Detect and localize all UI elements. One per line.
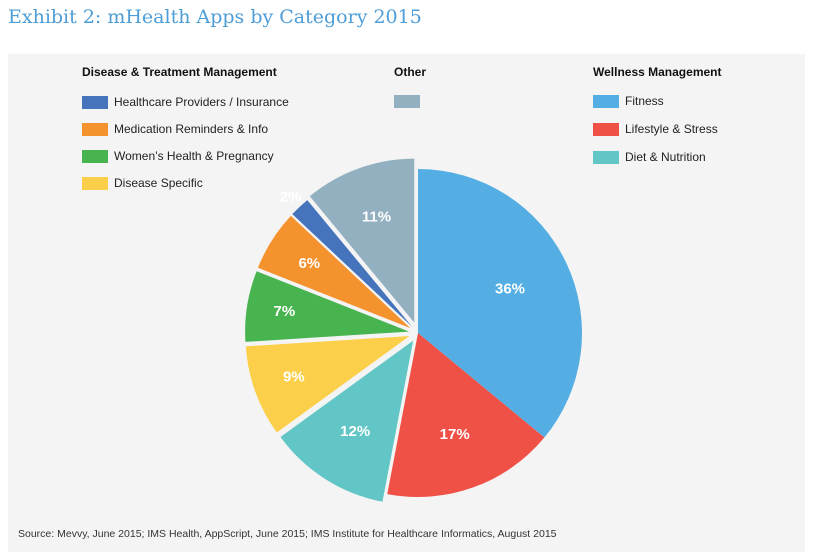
legend-label: Women’s Health & Pregnancy (114, 149, 274, 163)
chart-panel: Disease & Treatment Management Other Wel… (8, 54, 805, 552)
legend-label: Fitness (625, 94, 664, 108)
legend-swatch (593, 150, 619, 164)
legend-swatch (82, 176, 108, 190)
legend-item-fitness: Fitness (593, 94, 664, 108)
pie-slice-diet-nutrition (280, 340, 414, 502)
pie-label: 36% (495, 281, 525, 298)
legend-swatch (82, 95, 108, 109)
legend-label: Healthcare Providers / Insurance (114, 95, 289, 109)
page-title: Exhibit 2: mHealth Apps by Category 2015 (8, 6, 422, 28)
pie-slice-other (309, 158, 415, 323)
pie-chart: 36% 17% 12% 9% 7% 6% 2% 11% (245, 158, 582, 502)
legend-label: Medication Reminders & Info (114, 122, 269, 136)
pie-slice-fitness (418, 169, 582, 438)
legend-swatch (593, 122, 619, 136)
pie-slice-healthcare-providers-insurance (292, 200, 412, 327)
pie-slice-disease-specific (245, 336, 410, 433)
legend-label: Diet & Nutrition (625, 150, 706, 164)
legend-item-medication-reminders: Medication Reminders & Info (82, 122, 268, 136)
legend-label: Disease Specific (114, 176, 203, 190)
pie-slice-medication-reminders-info (257, 215, 411, 329)
legend-group-disease: Disease & Treatment Management (82, 65, 277, 79)
legend-item-womens-health: Women’s Health & Pregnancy (82, 149, 274, 163)
legend-item-other (394, 95, 426, 108)
source-note: Source: Mevvy, June 2015; IMS Health, Ap… (18, 528, 557, 540)
legend-swatch (593, 94, 619, 108)
pie-label: 12% (340, 423, 370, 440)
legend-item-lifestyle-stress: Lifestyle & Stress (593, 122, 718, 136)
legend-label: Lifestyle & Stress (625, 122, 718, 136)
pie-label: 6% (298, 255, 320, 272)
pie-label: 17% (440, 426, 470, 443)
legend-swatch (82, 122, 108, 136)
legend-item-diet-nutrition: Diet & Nutrition (593, 150, 706, 164)
pie-slice-lifestyle-stress (387, 333, 545, 497)
legend-swatch (82, 149, 108, 163)
pie-label: 2% (280, 188, 302, 205)
legend-swatch (394, 95, 420, 108)
pie-slice-women-s-health-pregnancy (245, 271, 410, 342)
legend-item-disease-specific: Disease Specific (82, 176, 203, 190)
legend-group-other: Other (394, 65, 427, 79)
pie-label: 9% (283, 369, 305, 386)
legend-item-healthcare-providers: Healthcare Providers / Insurance (82, 95, 289, 109)
pie-label: 11% (362, 209, 391, 226)
pie-label: 7% (274, 303, 296, 320)
legend-group-wellness: Wellness Management (593, 65, 722, 79)
